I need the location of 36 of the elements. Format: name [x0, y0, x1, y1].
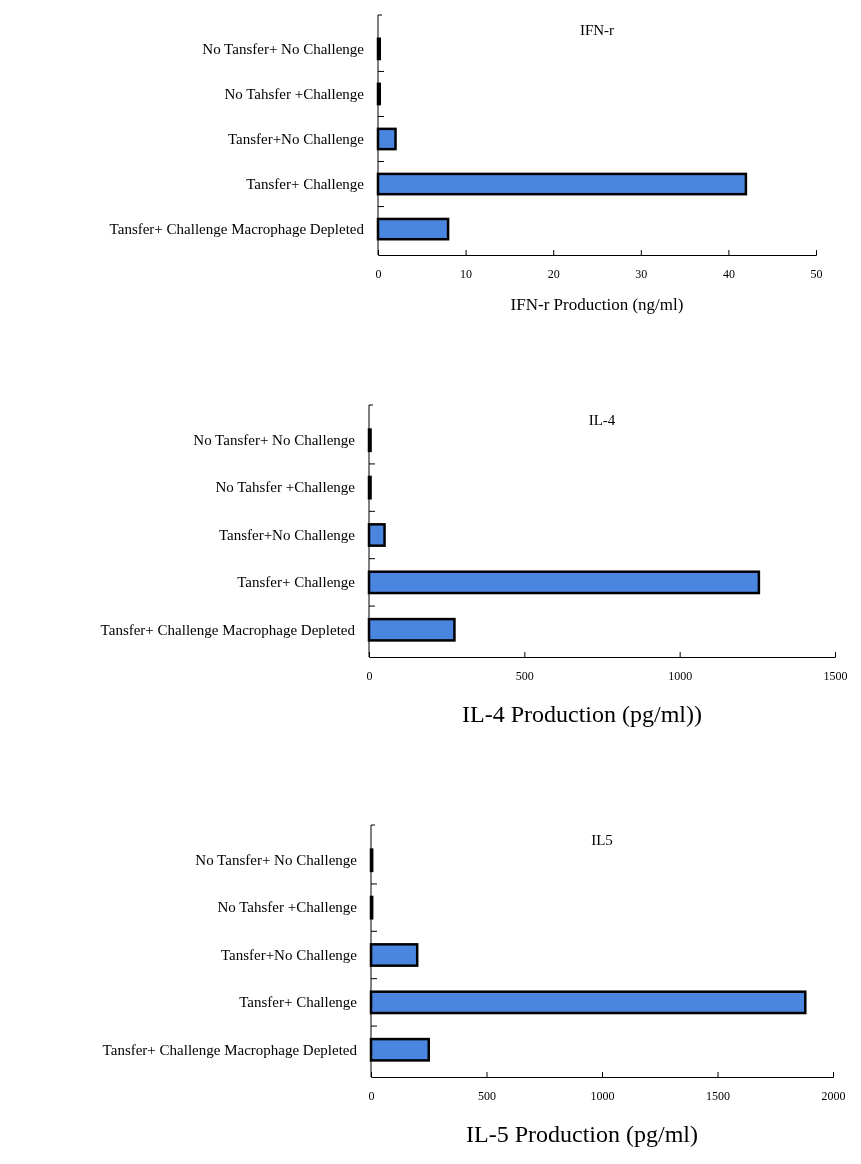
y-tick-label: No Tansfer+ No Challenge	[193, 432, 356, 449]
y-tick-label: Tansfer+ Challenge	[239, 994, 358, 1011]
x-tick-label: 50	[810, 266, 823, 281]
x-axis-title: IFN-r Production (ng/ml)	[510, 295, 684, 314]
y-tick-label: No Tahsfer +Challenge	[224, 85, 365, 102]
y-tick-label: No Tahsfer +Challenge	[215, 479, 356, 496]
chart-title: IFN-r	[579, 22, 615, 38]
y-tick-label: Tansfer+ Challenge Macrophage Depleted	[102, 1041, 358, 1058]
y-tick-label: Tansfer+ Challenge	[237, 574, 356, 591]
x-tick-label: 1500	[823, 668, 848, 683]
x-axis-title: IL-4 Production (pg/ml))	[462, 701, 702, 727]
x-tick-label: 30	[635, 266, 648, 281]
x-tick-label: 2000	[821, 1088, 846, 1103]
y-tick-label: No Tahsfer +Challenge	[217, 899, 358, 916]
x-tick-label: 0	[368, 1088, 375, 1103]
chart-title: IL-4	[588, 412, 616, 428]
y-tick-label: No Tansfer+ No Challenge	[202, 40, 365, 57]
x-tick-label: 20	[547, 266, 560, 281]
y-tick-label: Tansfer+ Challenge Macrophage Depleted	[109, 220, 365, 237]
x-tick-label: 1000	[668, 668, 693, 683]
x-axis-title: IL-5 Production (pg/ml)	[466, 1121, 698, 1147]
x-tick-label: 0	[375, 266, 382, 281]
y-tick-label: Tansfer+No Challenge	[220, 946, 358, 963]
x-tick-label: 500	[515, 668, 534, 683]
y-tick-label: Tansfer+ Challenge	[246, 175, 365, 192]
y-tick-label: Tansfer+No Challenge	[227, 130, 365, 147]
x-tick-label: 0	[366, 668, 373, 683]
x-tick-label: 500	[478, 1088, 496, 1103]
y-tick-label: Tansfer+ Challenge Macrophage Depleted	[100, 621, 356, 638]
x-tick-label: 40	[722, 266, 735, 281]
y-tick-label: Tansfer+No Challenge	[218, 526, 356, 543]
chart-title: IL5	[591, 832, 613, 848]
y-tick-label: No Tansfer+ No Challenge	[195, 852, 358, 869]
x-tick-label: 1500	[706, 1088, 730, 1103]
x-tick-label: 10	[460, 266, 473, 281]
x-tick-label: 1000	[590, 1088, 615, 1103]
